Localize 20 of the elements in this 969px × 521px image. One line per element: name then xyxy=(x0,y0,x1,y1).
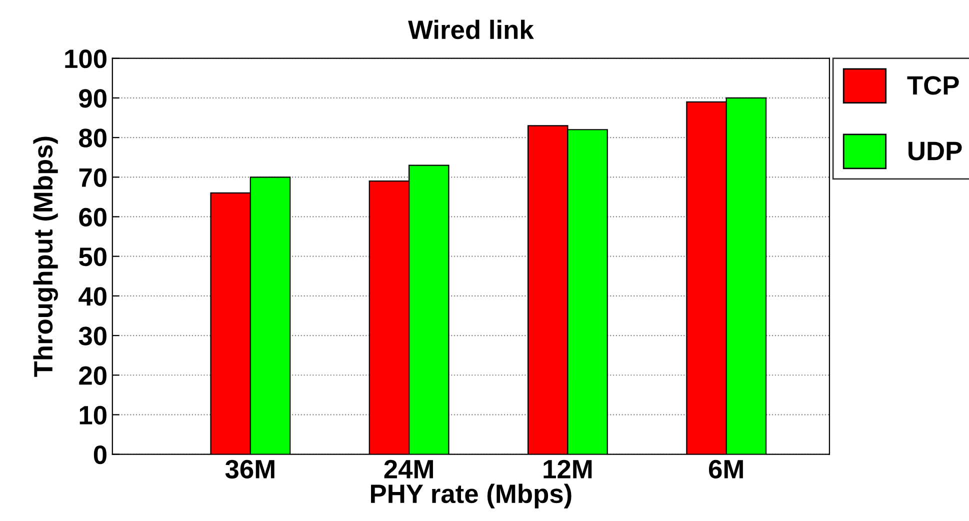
y-tick-label: 90 xyxy=(79,89,106,108)
legend-label: UDP xyxy=(908,142,962,160)
x-tick-label: 6M xyxy=(708,460,743,479)
y-tick-label: 0 xyxy=(94,445,106,464)
y-tick-label: 10 xyxy=(80,406,106,425)
x-axis-title: PHY rate (Mbps) xyxy=(371,484,572,508)
chart-title: Wired link xyxy=(408,20,534,40)
y-tick-label: 80 xyxy=(79,128,106,148)
y-tick-label: 30 xyxy=(78,326,106,346)
y-tick-label: 100 xyxy=(65,49,106,68)
y-tick-label: 20 xyxy=(79,366,106,385)
y-tick-label: 40 xyxy=(78,287,106,306)
x-tick-label: 36M xyxy=(225,460,274,479)
y-tick-label: 60 xyxy=(79,208,106,227)
y-axis-title: Throughput (Mbps) xyxy=(33,136,58,377)
legend-label: TCP xyxy=(907,76,959,95)
y-tick-label: 50 xyxy=(79,247,106,266)
x-tick-label: 12M xyxy=(544,460,592,478)
x-tick-label: 24M xyxy=(384,460,433,478)
y-tick-label: 70 xyxy=(79,168,106,187)
